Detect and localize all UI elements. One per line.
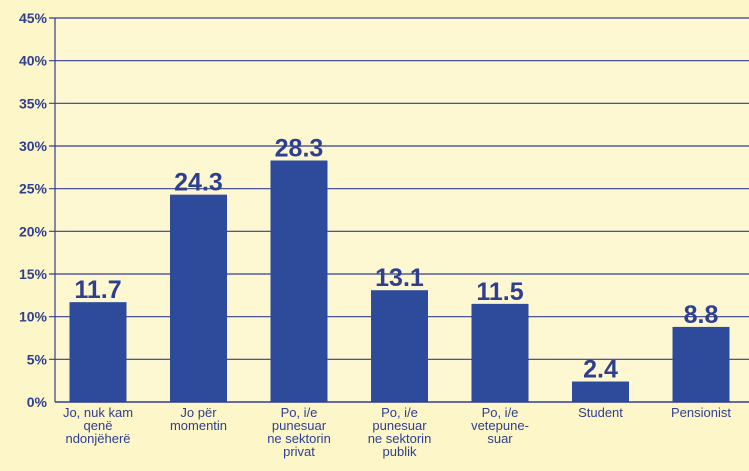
category-label: Po, i/e vetepune-suar [471, 405, 529, 446]
category-label-line: privat [283, 444, 315, 459]
category-label-line: Jo për [180, 405, 217, 420]
bar [69, 302, 127, 402]
category-label-line: momentin [170, 418, 227, 433]
category-label-line: ne sektorin [267, 431, 331, 446]
bar-value-label: 11.5 [476, 278, 523, 306]
y-tick-label: 0% [27, 394, 48, 410]
y-tick-label: 25% [19, 181, 48, 197]
bar [270, 160, 328, 402]
category-label: Po, i/e punesuar ne sektorin publik [368, 405, 432, 459]
category-label-line: vetepune- [471, 418, 529, 433]
category-label-line: publik [383, 444, 417, 459]
bar-value-label: 13.1 [375, 264, 424, 292]
category-label-line: Jo, nuk kam [63, 405, 133, 420]
y-tick-label: 35% [19, 95, 48, 111]
category-label-line: ne sektorin [368, 431, 432, 446]
y-tick-label: 15% [19, 266, 48, 282]
bar-value-label: 8.8 [684, 301, 719, 329]
y-tick-label: 30% [19, 138, 48, 154]
bar [672, 326, 730, 402]
bar-value-label: 24.3 [174, 169, 223, 197]
category-label-line: Po, i/e [482, 405, 519, 420]
category-label-line: Po, i/e [381, 405, 418, 420]
bar [371, 290, 428, 402]
y-tick-label: 45% [19, 10, 48, 26]
y-tick-label: 40% [19, 53, 48, 69]
bar-value-label: 11.7 [74, 276, 121, 304]
bar-value-label: 2.4 [583, 356, 618, 384]
y-tick-label: 10% [19, 309, 48, 325]
category-label-line: qenë [84, 418, 113, 433]
category-label-line: Student [578, 405, 623, 420]
category-label-line: punesuar [372, 418, 427, 433]
bar-value-label: 28.3 [275, 135, 324, 163]
gridlines [49, 17, 749, 402]
y-axis-tick-labels: 0% 5% 10% 15% 20% 25% 30% 35% 40% 45% [19, 10, 48, 410]
bar [572, 381, 629, 402]
bar [471, 303, 529, 402]
category-label: Student [578, 405, 623, 420]
category-label: Po, i/e punesuar ne sektorin privat [267, 405, 331, 459]
data-labels: 11.7 24.3 28.3 13.1 11.5 2.4 8.8 [74, 135, 718, 384]
category-label-line: punesuar [272, 418, 327, 433]
category-label-line: Po, i/e [281, 405, 318, 420]
y-tick-label: 5% [27, 351, 48, 367]
category-label: Jo për momentin [170, 405, 227, 433]
y-tick-label: 20% [19, 223, 48, 239]
category-label-line: suar [487, 431, 513, 446]
bar [170, 194, 227, 402]
category-label: Pensionist [671, 405, 731, 420]
category-label: Jo, nuk kam qenë ndonjëherë [63, 405, 133, 446]
category-label-line: Pensionist [671, 405, 731, 420]
category-label-line: ndonjëherë [65, 431, 130, 446]
bars [69, 160, 730, 402]
x-axis-category-labels: Jo, nuk kam qenë ndonjëherë Jo për momentin P… [63, 405, 731, 459]
